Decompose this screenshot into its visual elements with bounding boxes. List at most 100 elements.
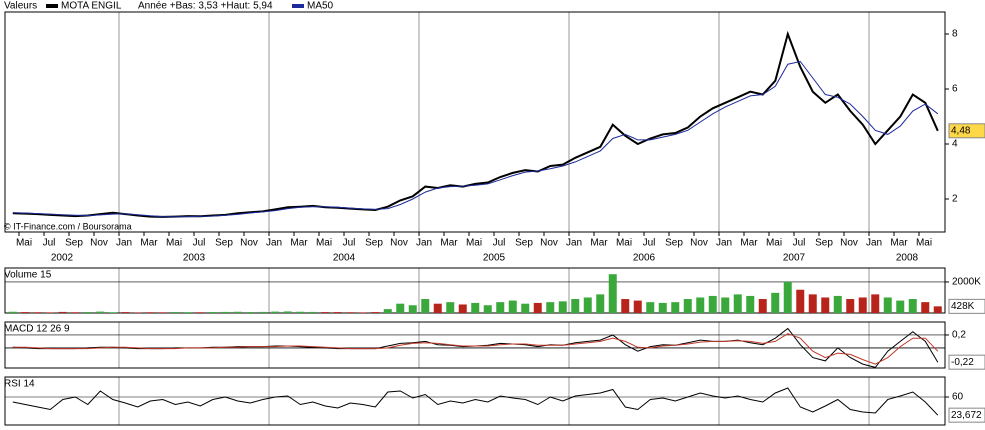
volume-bar [258, 311, 267, 313]
volume-bar [421, 299, 430, 313]
volume-bar [533, 302, 542, 313]
legend-label: MOTA ENGIL [61, 1, 122, 12]
x-tick-label: Jan [266, 238, 282, 249]
volume-bar [858, 297, 867, 313]
x-tick-label: Mar [890, 238, 908, 249]
volume-bar [558, 301, 567, 313]
panel-title: MACD 12 26 9 [4, 324, 70, 335]
y-tick-label: 4 [952, 139, 958, 150]
volume-bar [433, 303, 442, 313]
x-tick-label: Sep [815, 238, 833, 249]
volume-bar [396, 303, 405, 313]
panel-title: RSI 14 [4, 379, 35, 390]
volume-bar [508, 300, 517, 313]
series-line [12, 333, 939, 365]
last-value-label: 23,672 [951, 410, 982, 421]
y-tick-label: 8 [952, 29, 958, 40]
volume-bar [771, 292, 780, 313]
series-line [12, 387, 939, 416]
volume-bar [458, 304, 467, 313]
last-value-box [948, 407, 985, 423]
volume-bar [746, 295, 755, 313]
x-tick-label: Mar [440, 238, 458, 249]
volume-bar [246, 312, 255, 313]
legend-label: MA50 [307, 1, 334, 12]
volume-bar [446, 302, 455, 313]
volume-bar [483, 305, 492, 313]
x-tick-label: Jan [566, 238, 582, 249]
volume-bar [121, 312, 130, 313]
volume-bar [208, 312, 217, 313]
volume-bar [33, 312, 42, 313]
volume-bar [333, 312, 342, 313]
x-tick-label: Sep [515, 238, 533, 249]
panel-frame [4, 11, 946, 233]
x-tick-label: Jan [116, 238, 132, 249]
volume-bar [58, 311, 67, 313]
volume-bar [171, 312, 180, 313]
volume-bar [633, 300, 642, 313]
last-value-box [948, 298, 985, 314]
year-label: 2005 [483, 253, 506, 264]
volume-bar [758, 299, 767, 313]
y-tick-label: 60 [952, 392, 964, 403]
x-tick-label: Nov [390, 238, 408, 249]
x-tick-label: Mar [140, 238, 158, 249]
panel-frame [4, 321, 946, 369]
volume-bar [296, 311, 305, 313]
section-label: Valeurs [4, 1, 37, 12]
volume-bar [808, 294, 817, 313]
volume-bar [196, 312, 205, 313]
volume-bar [883, 297, 892, 313]
volume-bar [933, 306, 942, 313]
volume-bar [471, 302, 480, 313]
x-tick-label: Jul [643, 238, 656, 249]
x-tick-label: Mai [16, 238, 32, 249]
volume-bar [496, 302, 505, 313]
volume-bar [696, 297, 705, 313]
x-tick-label: Sep [665, 238, 683, 249]
volume-bar [133, 312, 142, 313]
x-tick-label: Mai [616, 238, 632, 249]
volume-bar [108, 312, 117, 313]
x-tick-label: Mai [166, 238, 182, 249]
volume-bar [371, 312, 380, 313]
volume-bar [8, 311, 17, 313]
volume-bar [658, 302, 667, 313]
last-value-label: 428K [951, 301, 975, 312]
x-tick-label: Mar [290, 238, 308, 249]
volume-bar [783, 281, 792, 313]
volume-bar [596, 294, 605, 313]
x-tick-label: Mai [916, 238, 932, 249]
volume-bar [683, 299, 692, 313]
legend-swatch [46, 4, 58, 8]
volume-bar [383, 309, 392, 313]
volume-bar [833, 295, 842, 313]
y-tick-label: 2000K [952, 277, 981, 288]
volume-bar [308, 311, 317, 313]
year-label: 2006 [633, 253, 656, 264]
volume-bar [358, 312, 367, 313]
x-tick-label: Nov [90, 238, 108, 249]
series-line [12, 60, 939, 218]
volume-bar [183, 312, 192, 313]
x-tick-label: Sep [215, 238, 233, 249]
volume-bar [733, 294, 742, 313]
x-tick-label: Jan [716, 238, 732, 249]
x-tick-label: Nov [690, 238, 708, 249]
volume-bar [846, 299, 855, 313]
copyright: © IT-Finance.com / Boursorama [4, 221, 132, 231]
volume-bar [821, 297, 830, 313]
x-tick-label: Mar [590, 238, 608, 249]
x-tick-label: Mar [740, 238, 758, 249]
volume-bar [608, 274, 617, 313]
y-tick-label: 2 [952, 194, 958, 205]
volume-bar [908, 299, 917, 313]
volume-bar [921, 302, 930, 313]
x-tick-label: Jul [193, 238, 206, 249]
volume-bar [321, 312, 330, 313]
y-tick-label: 0,2 [952, 330, 966, 341]
volume-bar [521, 303, 530, 313]
volume-bar [721, 297, 730, 313]
